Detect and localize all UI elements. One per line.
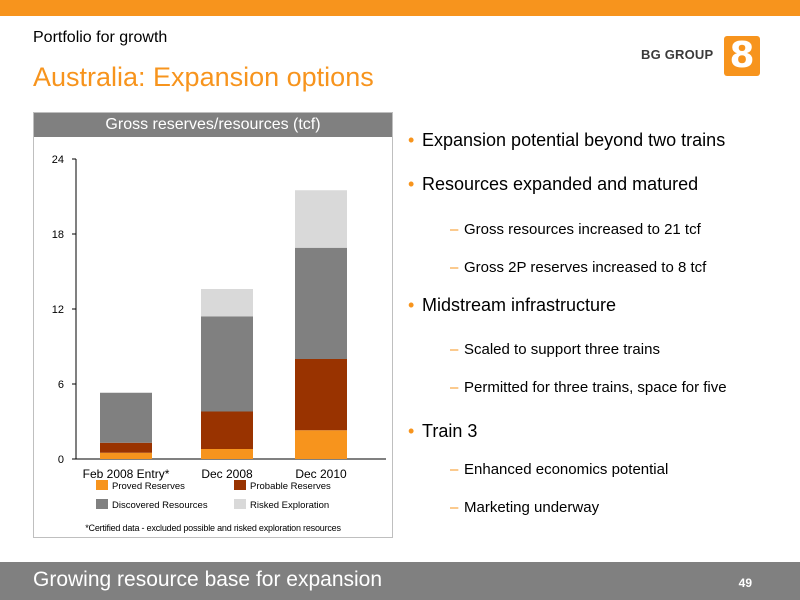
bullet-text: Scaled to support three trains xyxy=(464,341,660,358)
sub-bullet-item: – Scaled to support three trains xyxy=(450,341,660,358)
y-tick-label: 18 xyxy=(52,229,64,241)
bullet-item: • Midstream infrastructure xyxy=(408,295,616,316)
bar-segment xyxy=(100,392,152,443)
chart-footnote: *Certified data - excluded possible and … xyxy=(85,523,341,533)
chart-title: Gross reserves/resources (tcf) xyxy=(34,113,392,137)
logo-mark-icon: 8 xyxy=(724,35,760,76)
bullet-text: Midstream infrastructure xyxy=(422,295,617,315)
bar-segment xyxy=(100,442,152,453)
legend-label: Proved Reserves xyxy=(112,481,185,492)
chart-panel: Gross reserves/resources (tcf) 0 6 12 18 24 F… xyxy=(33,112,393,538)
bullet-dash-icon: – xyxy=(450,379,459,396)
bullet-dash-icon: – xyxy=(450,341,459,358)
sub-bullet-item: – Permitted for three trains, space for f… xyxy=(450,379,727,396)
legend-swatch xyxy=(234,499,246,509)
footer-bar: Growing resource base for expansion 49 xyxy=(0,562,800,600)
bar-segment xyxy=(295,359,347,431)
bullet-dash-icon: – xyxy=(450,461,459,478)
bullet-dash-icon: – xyxy=(450,221,459,238)
slide-subtitle: Portfolio for growth xyxy=(33,29,168,46)
bullet-text: Expansion potential beyond two trains xyxy=(422,130,726,150)
bullet-text: Gross resources increased to 21 tcf xyxy=(464,221,701,238)
legend-label: Risked Exploration xyxy=(250,500,329,511)
logo-mark-glyph: 8 xyxy=(729,35,755,76)
legend-swatch xyxy=(96,499,108,509)
bar-segment xyxy=(295,190,347,248)
top-accent-bar xyxy=(0,0,800,16)
sub-bullet-item: – Gross 2P reserves increased to 8 tcf xyxy=(450,259,706,276)
sub-bullet-item: – Enhanced economics potential xyxy=(450,461,668,478)
footer-text: Growing resource base for expansion xyxy=(33,568,383,591)
bullet-item: • Train 3 xyxy=(408,421,477,442)
legend-swatch xyxy=(234,480,246,490)
legend-label: Discovered Resources xyxy=(112,500,208,511)
bullet-text: Train 3 xyxy=(422,421,478,441)
y-tick-label: 24 xyxy=(52,154,64,166)
slide-title: Australia: Expansion options xyxy=(33,62,374,92)
bullet-dash-icon: – xyxy=(450,499,459,516)
bullet-text: Permitted for three trains, space for fi… xyxy=(464,379,727,396)
y-tick-label: 0 xyxy=(58,454,64,466)
bullet-text: Marketing underway xyxy=(464,499,600,516)
sub-bullet-item: – Marketing underway xyxy=(450,499,599,516)
bullet-dot-icon: • xyxy=(408,421,415,441)
bar-segment xyxy=(295,247,347,359)
sub-bullet-item: – Gross resources increased to 21 tcf xyxy=(450,221,701,238)
bar-segment xyxy=(100,452,152,459)
logo-text: BG GROUP xyxy=(641,47,714,62)
x-category-label: Dec 2010 xyxy=(295,467,347,481)
bullet-text: Gross 2P reserves increased to 8 tcf xyxy=(464,259,707,276)
bar-segment xyxy=(201,289,253,317)
legend-swatch xyxy=(96,480,108,490)
x-category-label: Dec 2008 xyxy=(201,467,253,481)
bullet-dot-icon: • xyxy=(408,174,415,194)
bullet-dot-icon: • xyxy=(408,130,415,150)
x-category-label: Feb 2008 Entry* xyxy=(83,467,170,481)
legend-label: Probable Reserves xyxy=(250,481,331,492)
bar-segment xyxy=(295,430,347,459)
bar-segment xyxy=(201,449,253,459)
bullet-dot-icon: • xyxy=(408,295,415,315)
page-number: 49 xyxy=(738,576,752,590)
bar-segment xyxy=(201,316,253,412)
bullet-item: • Resources expanded and matured xyxy=(408,174,698,195)
bg-group-logo: BG GROUP 8 xyxy=(641,35,761,76)
y-tick-label: 6 xyxy=(58,379,64,391)
bar-segment xyxy=(201,411,253,449)
bullet-item: • Expansion potential beyond two trains xyxy=(408,130,725,151)
bullet-text: Enhanced economics potential xyxy=(464,461,669,478)
bullet-text: Resources expanded and matured xyxy=(422,174,699,194)
bullet-dash-icon: – xyxy=(450,259,459,276)
y-tick-label: 12 xyxy=(52,304,64,316)
